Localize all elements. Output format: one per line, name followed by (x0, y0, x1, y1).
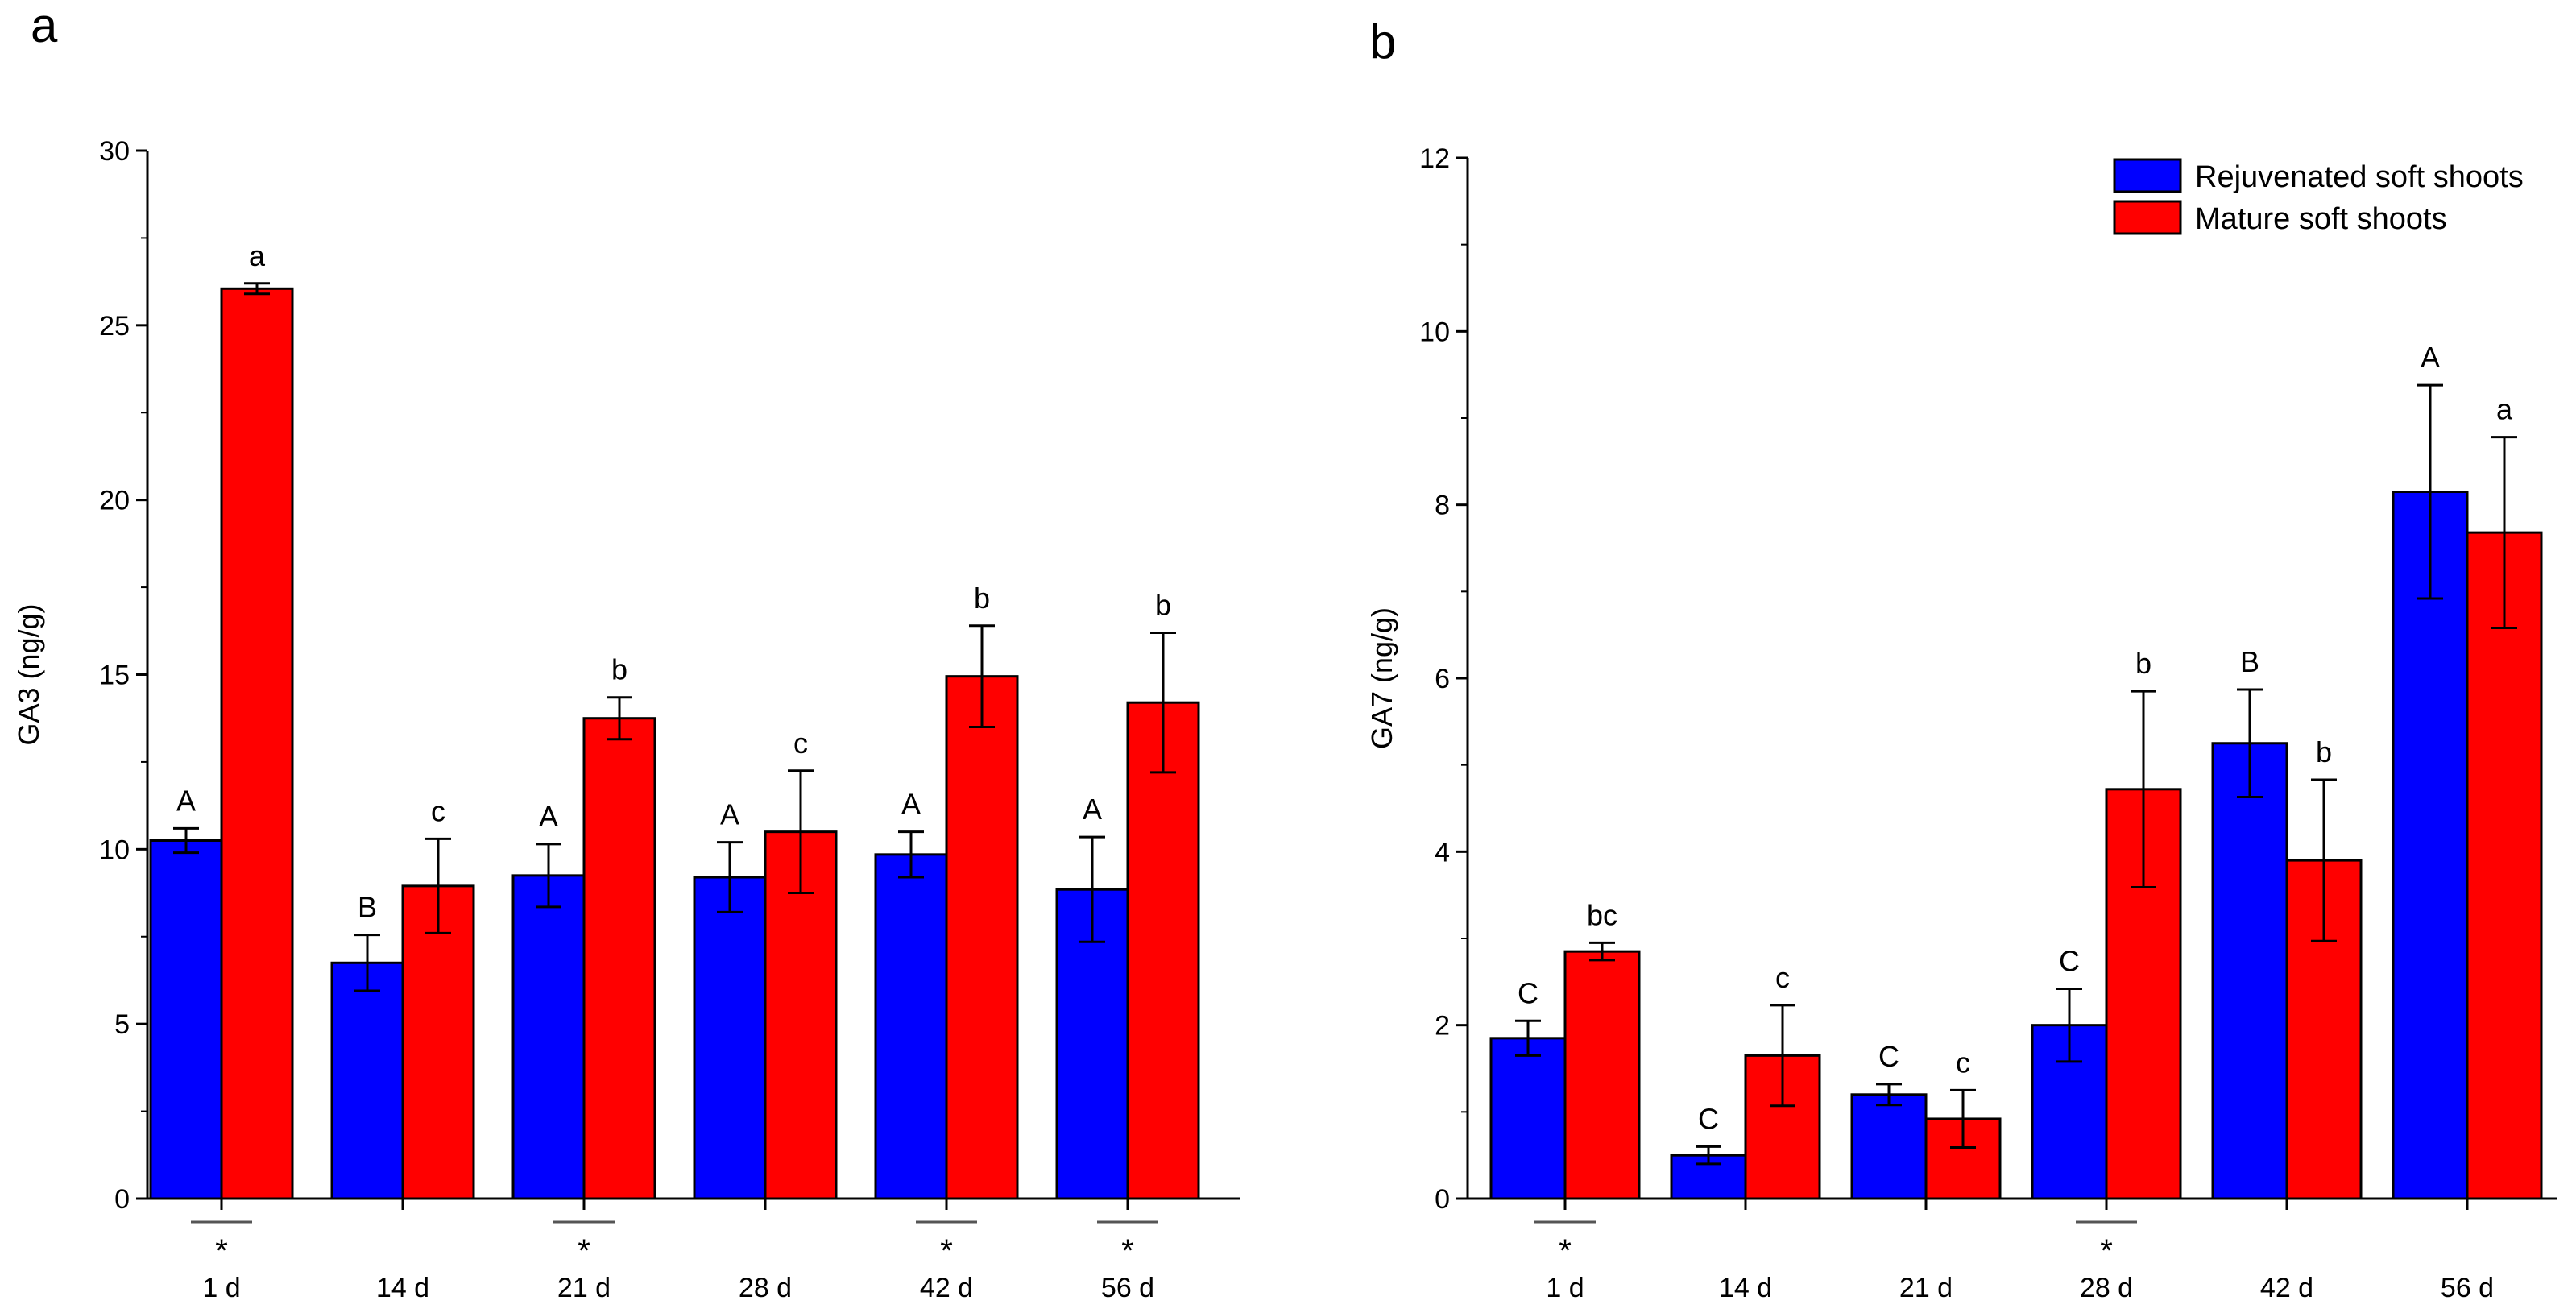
significance-letter: B (2240, 645, 2259, 678)
significance-letter: b (974, 582, 990, 615)
bar-mature (401, 884, 475, 1200)
x-tick-label: 56 d (2441, 1273, 2494, 1303)
panel-label-a: a (31, 0, 58, 52)
bar-rejuvenated (2211, 742, 2288, 1200)
significance-letter: B (358, 891, 377, 924)
significance-letter: c (1956, 1046, 1970, 1079)
significance-asterisk: * (940, 1233, 953, 1269)
significance-asterisk: * (1559, 1233, 1572, 1269)
x-tick-label: 1 d (1546, 1273, 1584, 1303)
bar-mature (220, 287, 294, 1200)
bar-rejuvenated (1850, 1093, 1928, 1200)
bar-rejuvenated (693, 876, 767, 1200)
significance-letter: C (1518, 976, 1539, 1009)
y-tick-label: 10 (1419, 317, 1450, 347)
significance-asterisk: * (578, 1233, 590, 1269)
x-tick-label: 21 d (1899, 1273, 1953, 1303)
significance-letter: A (2421, 341, 2440, 374)
y-tick-label: 8 (1435, 491, 1450, 521)
bar-rejuvenated (874, 853, 948, 1200)
significance-letter: bc (1587, 898, 1617, 931)
y-tick-label: 10 (99, 835, 130, 865)
bar-rejuvenated (1489, 1037, 1567, 1200)
legend-label-mature: Mature soft shoots (2195, 202, 2447, 236)
bar-mature (1126, 701, 1200, 1200)
significance-letter: c (1775, 961, 1790, 994)
significance-asterisk: * (215, 1233, 228, 1269)
y-tick-label: 20 (99, 486, 130, 516)
significance-letter: b (2135, 647, 2151, 680)
y-tick-label: 6 (1435, 664, 1450, 694)
bar-mature (945, 675, 1019, 1200)
significance-letter: A (176, 784, 196, 817)
bar-rejuvenated (149, 839, 223, 1200)
significance-letter: c (431, 794, 445, 827)
significance-letter: b (2316, 735, 2332, 768)
y-tick-label: 0 (1435, 1184, 1450, 1215)
significance-letter: C (1878, 1040, 1899, 1073)
significance-letter: a (2496, 393, 2513, 426)
bar-mature (1563, 950, 1641, 1200)
y-tick-label: 0 (114, 1184, 130, 1215)
significance-letter: C (1698, 1102, 1719, 1135)
legend-swatch-mature (2113, 200, 2182, 235)
chart-panel-a: Aa 1 d * Bc 14 d Ab 21 d * Ac 28 d Ab 42 d * Ab 56 d * 0… (12, 136, 1240, 1303)
significance-letter: b (611, 653, 627, 686)
legend-label-rejuvenated: Rejuvenated soft shoots (2195, 160, 2524, 194)
significance-letter: A (720, 798, 739, 831)
bar-mature (2466, 531, 2543, 1200)
significance-letter: b (1155, 588, 1171, 621)
y-tick-label: 30 (99, 136, 130, 167)
x-tick-label: 42 d (2260, 1273, 2313, 1303)
panel-label-b: b (1369, 14, 1396, 68)
y-tick-label: 25 (99, 311, 130, 342)
x-tick-label: 14 d (376, 1273, 429, 1303)
bar-rejuvenated (330, 961, 404, 1200)
bar-mature (582, 717, 656, 1200)
y-tick-label: 4 (1435, 837, 1450, 868)
x-tick-label: 14 d (1719, 1273, 1772, 1303)
significance-letter: A (539, 800, 558, 833)
x-tick-label: 56 d (1101, 1273, 1154, 1303)
x-tick-label: 21 d (557, 1273, 611, 1303)
y-tick-label: 5 (114, 1009, 130, 1040)
significance-letter: C (2059, 944, 2080, 977)
significance-asterisk: * (2100, 1233, 2113, 1269)
x-tick-label: 28 d (739, 1273, 792, 1303)
x-tick-label: 28 d (2080, 1273, 2133, 1303)
y-tick-label: 2 (1435, 1011, 1450, 1042)
y-axis-label: GA7 (ng/g) (1365, 607, 1398, 749)
significance-letter: c (793, 727, 808, 760)
legend-swatch-rejuvenated (2113, 158, 2182, 193)
significance-letter: A (901, 788, 921, 821)
y-tick-label: 12 (1419, 143, 1450, 174)
chart-panel-b: Cbc 1 d * Cc 14 d C c 21 d Cb 28 d * Bb 42 d Aa 56 d 0 2… (1365, 143, 2557, 1303)
legend: Rejuvenated soft shoots Mature soft shoo… (2113, 158, 2524, 236)
y-axis-label: GA3 (ng/g) (12, 603, 45, 745)
significance-asterisk: * (1121, 1233, 1134, 1269)
y-tick-label: 15 (99, 661, 130, 691)
x-tick-label: 42 d (920, 1273, 973, 1303)
significance-letter: A (1083, 793, 1102, 826)
x-tick-label: 1 d (202, 1273, 240, 1303)
bar-rejuvenated (511, 874, 586, 1200)
significance-letter: a (249, 239, 266, 272)
